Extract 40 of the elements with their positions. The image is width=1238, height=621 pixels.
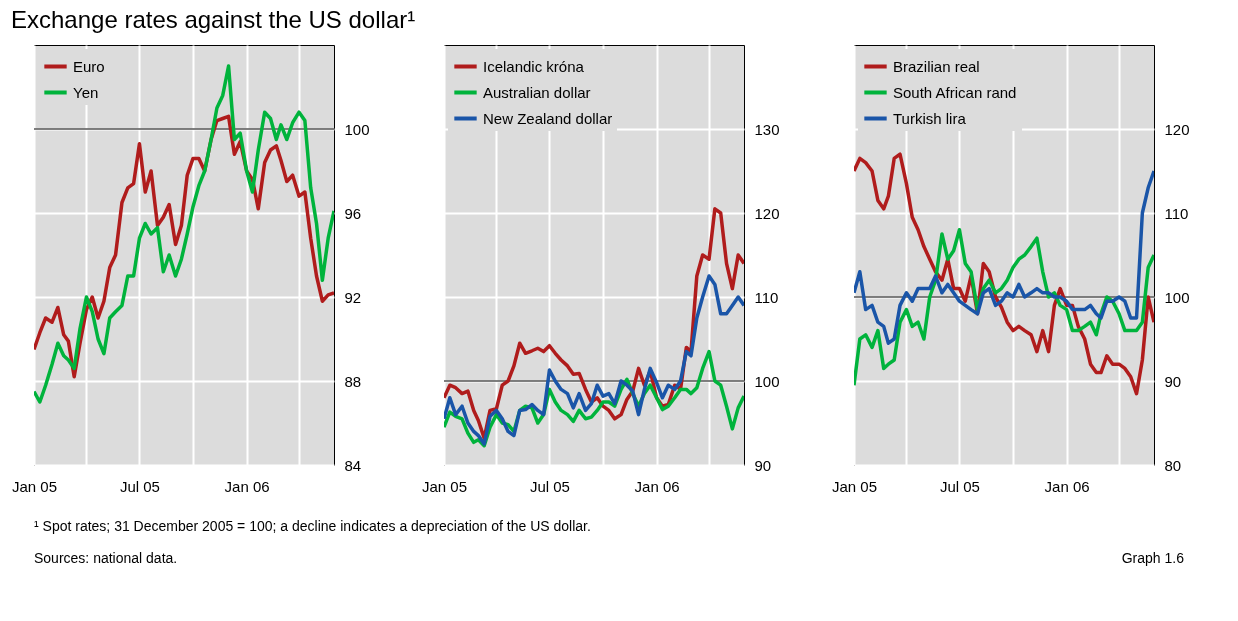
chart-title: Exchange rates against the US dollar¹ (10, 5, 416, 33)
y-tick-label: 80 (1164, 456, 1182, 474)
y-tick-label: 100 (1164, 288, 1190, 306)
y-tick-label: 88 (344, 372, 362, 390)
legend-label: Yen (73, 83, 99, 101)
y-tick-label: 110 (754, 288, 779, 306)
legend-label: Icelandic króna (483, 57, 585, 75)
y-tick-label: 90 (754, 456, 772, 474)
text: ¹ Spot rates; 31 December 2005 = 100; a decline indicates a depreciation of the US dollar. (34, 518, 591, 534)
y-tick-label: 110 (1164, 204, 1189, 222)
line-series (854, 228, 1154, 387)
x-tick-label: Jul 05 (939, 477, 980, 495)
y-tick-label: 100 (344, 120, 370, 138)
line-series (444, 274, 744, 446)
y-tick-label: 84 (344, 456, 362, 474)
x-tick-label: Jan 06 (224, 477, 270, 495)
source-note: Sources: national data. (34, 550, 178, 566)
y-tick-label: 96 (344, 204, 362, 222)
y-tick-label: 90 (1164, 372, 1182, 390)
line-series (854, 169, 1154, 345)
x-tick-label: Jan 05 (831, 477, 878, 495)
y-tick-label: 120 (1164, 120, 1190, 138)
x-tick-label: Jan 06 (1044, 477, 1090, 495)
y-tick-label: 100 (754, 372, 780, 390)
x-tick-label: Jul 05 (529, 477, 570, 495)
caption: Graph 1.6 (1121, 550, 1185, 566)
line-series (34, 64, 334, 404)
legend-label: New Zealand dollar (483, 109, 613, 127)
x-tick-label: Jan 06 (634, 477, 680, 495)
y-tick-label: 120 (754, 204, 780, 222)
legend-label: South African rand (893, 83, 1017, 101)
x-tick-label: Jul 05 (119, 477, 160, 495)
legend-label: Turkish lira (893, 109, 967, 127)
y-tick-label: 130 (754, 120, 780, 138)
y-tick-label: 92 (344, 288, 362, 306)
x-tick-label: Jan 05 (421, 477, 468, 495)
legend-label: Australian dollar (483, 83, 591, 101)
legend-label: Brazilian real (893, 57, 980, 75)
x-tick-label: Jan 05 (11, 477, 58, 495)
legend-label: Euro (73, 57, 105, 75)
